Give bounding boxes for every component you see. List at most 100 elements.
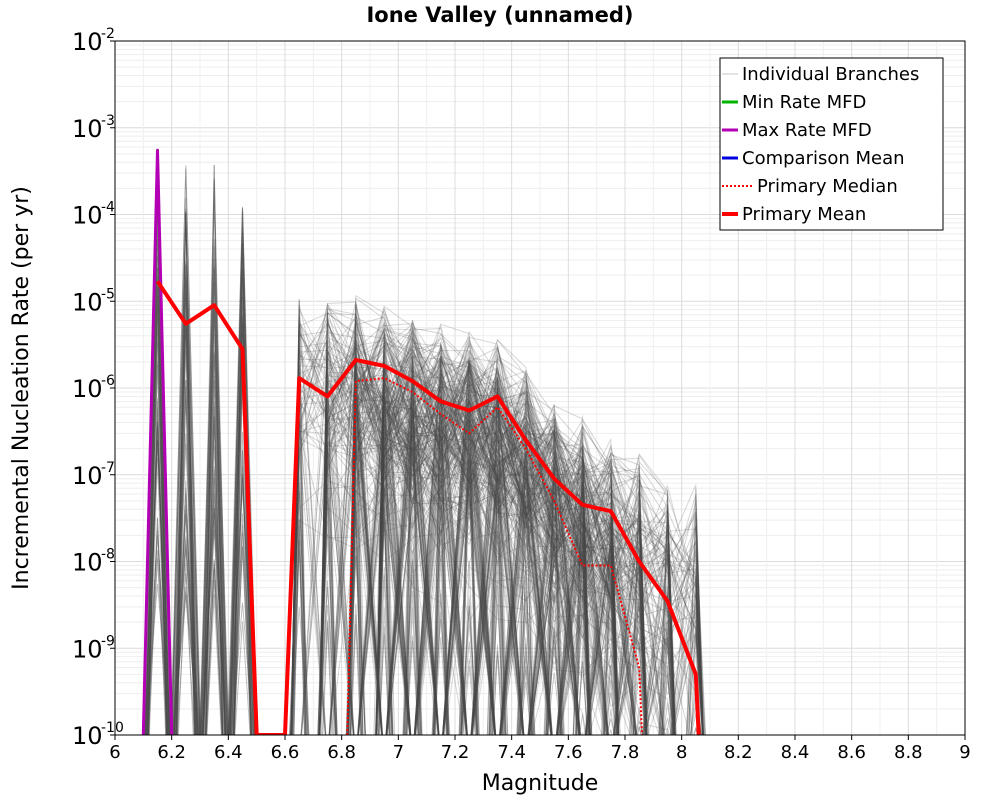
branch-line — [146, 425, 169, 735]
branch-line — [348, 547, 364, 735]
branch-line — [289, 490, 309, 735]
branch-line — [432, 374, 449, 735]
branch-line — [688, 620, 704, 735]
branch-line — [347, 305, 580, 735]
branch-line — [462, 665, 477, 735]
branch-line — [628, 526, 650, 735]
branch-line — [301, 360, 704, 735]
branch-line — [375, 344, 394, 735]
branch-line — [147, 317, 168, 735]
branch-line — [318, 316, 676, 735]
branch-line — [319, 319, 676, 735]
branch-line — [491, 470, 504, 735]
branch-line — [205, 561, 223, 735]
y-tick-label-exponent: -4 — [101, 200, 115, 216]
branch-line — [203, 416, 225, 735]
y-tick-label-base: 10 — [72, 722, 103, 750]
branch-line — [630, 491, 648, 735]
branch-line — [375, 334, 704, 735]
branch-line — [317, 586, 338, 735]
branch-line — [144, 583, 171, 735]
branch-line — [201, 563, 227, 735]
branch-line — [375, 566, 393, 735]
branch-line — [290, 319, 704, 735]
branch-line — [375, 368, 609, 735]
branch-line — [319, 431, 647, 735]
branch-line — [290, 393, 619, 735]
branch-line — [147, 550, 168, 735]
branch-line — [519, 596, 533, 735]
branch-line — [319, 369, 619, 735]
branch-line — [357, 417, 648, 735]
branch-line — [433, 344, 448, 735]
branch-line — [231, 322, 254, 735]
branch-line — [375, 364, 676, 735]
branch-line — [547, 590, 562, 735]
branch-line — [347, 396, 704, 735]
branch-line — [347, 303, 619, 735]
branch-line — [202, 309, 226, 735]
branch-line — [347, 454, 646, 735]
branch-line — [205, 180, 223, 735]
branch-line — [347, 297, 648, 735]
branch-line — [492, 644, 503, 735]
branch-line — [147, 276, 168, 735]
branch-line — [147, 558, 168, 735]
branch-line — [319, 357, 703, 735]
branch-line — [347, 397, 675, 735]
branch-line — [319, 346, 638, 735]
branch-line — [492, 561, 503, 735]
branch-line — [319, 380, 591, 735]
branch-line — [319, 483, 336, 735]
branch-line — [414, 399, 676, 735]
branch-line — [175, 328, 196, 735]
branch-line — [347, 384, 704, 735]
branch-line — [199, 245, 230, 735]
branch-line — [375, 386, 647, 735]
branch-line — [290, 303, 676, 735]
x-tick-label: 7.2 — [441, 742, 470, 763]
branch-line — [460, 423, 479, 735]
y-tick-label-base: 10 — [72, 202, 103, 230]
branch-line — [357, 404, 704, 735]
branch-line — [546, 623, 562, 735]
branch-line — [432, 491, 449, 735]
branch-line — [291, 487, 704, 735]
branch-line — [290, 312, 704, 735]
branch-line — [200, 529, 229, 735]
branch-line — [665, 726, 670, 735]
branch-line — [174, 544, 197, 735]
branch-line — [175, 265, 197, 735]
branch-line — [204, 569, 224, 735]
branch-line — [170, 261, 201, 735]
branch-line — [375, 507, 394, 735]
branch-line — [347, 429, 704, 735]
branch-line — [375, 354, 676, 735]
branch-line — [319, 322, 619, 735]
branch-line — [290, 313, 648, 735]
branch-line — [347, 370, 676, 735]
branch-line — [378, 626, 390, 735]
branch-line — [290, 322, 647, 735]
branch-line — [404, 389, 421, 735]
branch-line — [460, 658, 478, 735]
branch-line — [576, 662, 589, 735]
branch-line — [319, 462, 647, 735]
branch-line — [147, 401, 168, 735]
branch-line — [406, 607, 419, 735]
branch-line — [290, 357, 591, 735]
branch-line — [174, 213, 198, 735]
x-tick-label: 8.4 — [781, 742, 810, 763]
branch-line — [206, 559, 223, 735]
branch-line — [291, 476, 307, 735]
branch-line — [375, 375, 704, 735]
branch-line — [229, 478, 256, 735]
branch-line — [347, 344, 647, 735]
branch-line — [347, 328, 704, 735]
branch-line — [375, 359, 675, 735]
branch-line — [173, 573, 199, 735]
branch-line — [685, 739, 706, 761]
branch-line — [319, 351, 637, 735]
branch-line — [519, 657, 533, 735]
branch-line — [319, 332, 648, 735]
